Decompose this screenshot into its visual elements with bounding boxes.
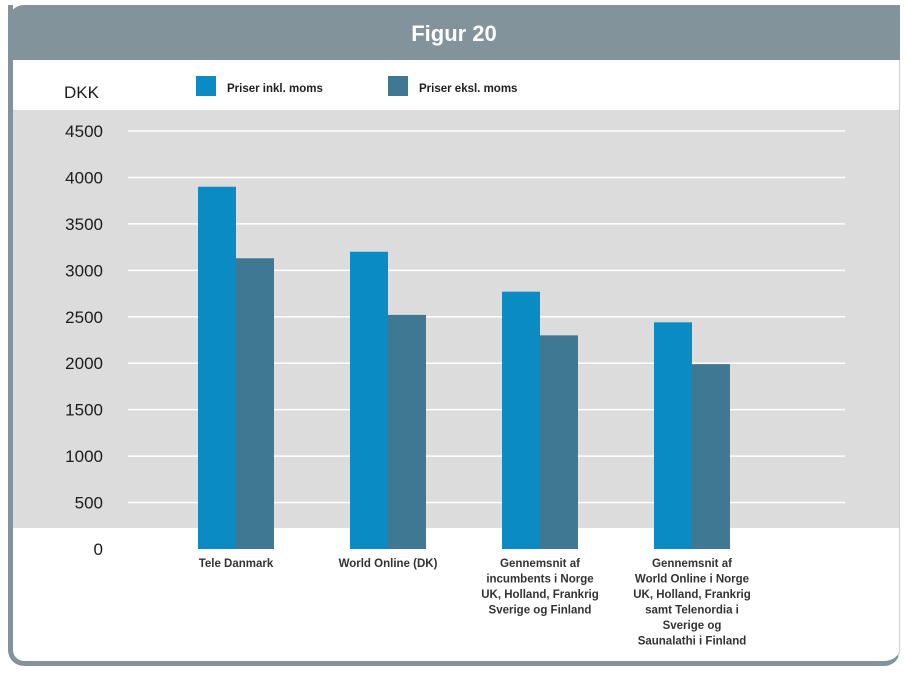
legend-swatch: [196, 76, 216, 96]
category-labels: Tele Danmark World Online (DK) Gennemsnit …: [199, 558, 751, 648]
y-tick-label: 2000: [65, 354, 103, 373]
legend-item: Priser eksl. moms: [388, 76, 517, 96]
bar-eksl-moms: [236, 258, 274, 549]
y-tick-label: 1000: [65, 447, 103, 466]
y-tick-label: 3500: [65, 215, 103, 234]
bar-inkl-moms: [654, 322, 692, 549]
legend-label: Priser inkl. moms: [227, 83, 323, 95]
y-tick-label: 4000: [65, 168, 103, 187]
y-tick-label: 500: [75, 494, 103, 513]
bar-eksl-moms: [388, 314, 426, 549]
y-tick-label: 0: [94, 540, 103, 559]
category-label: Gennemsnit af incumbents i Norge UK, Holla…: [481, 558, 599, 617]
category-label: Tele Danmark: [199, 558, 274, 570]
plot-background: [13, 110, 899, 528]
figure-banner: Figur 20: [8, 5, 900, 60]
y-axis-unit-label: DKK: [64, 83, 100, 102]
bar-inkl-moms: [350, 251, 388, 549]
y-tick-label: 4500: [65, 122, 103, 141]
bar-inkl-moms: [502, 291, 540, 549]
legend: Priser inkl. moms Priser eksl. moms: [196, 76, 517, 96]
bars: [198, 186, 730, 549]
y-tick-label: 2500: [65, 308, 103, 327]
legend-swatch: [388, 76, 408, 96]
category-label: World Online (DK): [339, 558, 438, 570]
category-label: Gennemsnit af World Online i Norge UK, Hol…: [633, 558, 751, 648]
y-tick-label: 3000: [65, 261, 103, 280]
y-axis-ticks: 0 500 1000 1500 2000 2500 3000 3500 4000 4500: [65, 122, 103, 559]
y-tick-label: 1500: [65, 401, 103, 420]
bar-eksl-moms: [692, 364, 730, 549]
legend-item: Priser inkl. moms: [196, 76, 323, 96]
bar-inkl-moms: [198, 186, 236, 549]
figure-title: Figur 20: [411, 21, 497, 46]
legend-label: Priser eksl. moms: [419, 83, 517, 95]
bar-eksl-moms: [540, 335, 578, 549]
